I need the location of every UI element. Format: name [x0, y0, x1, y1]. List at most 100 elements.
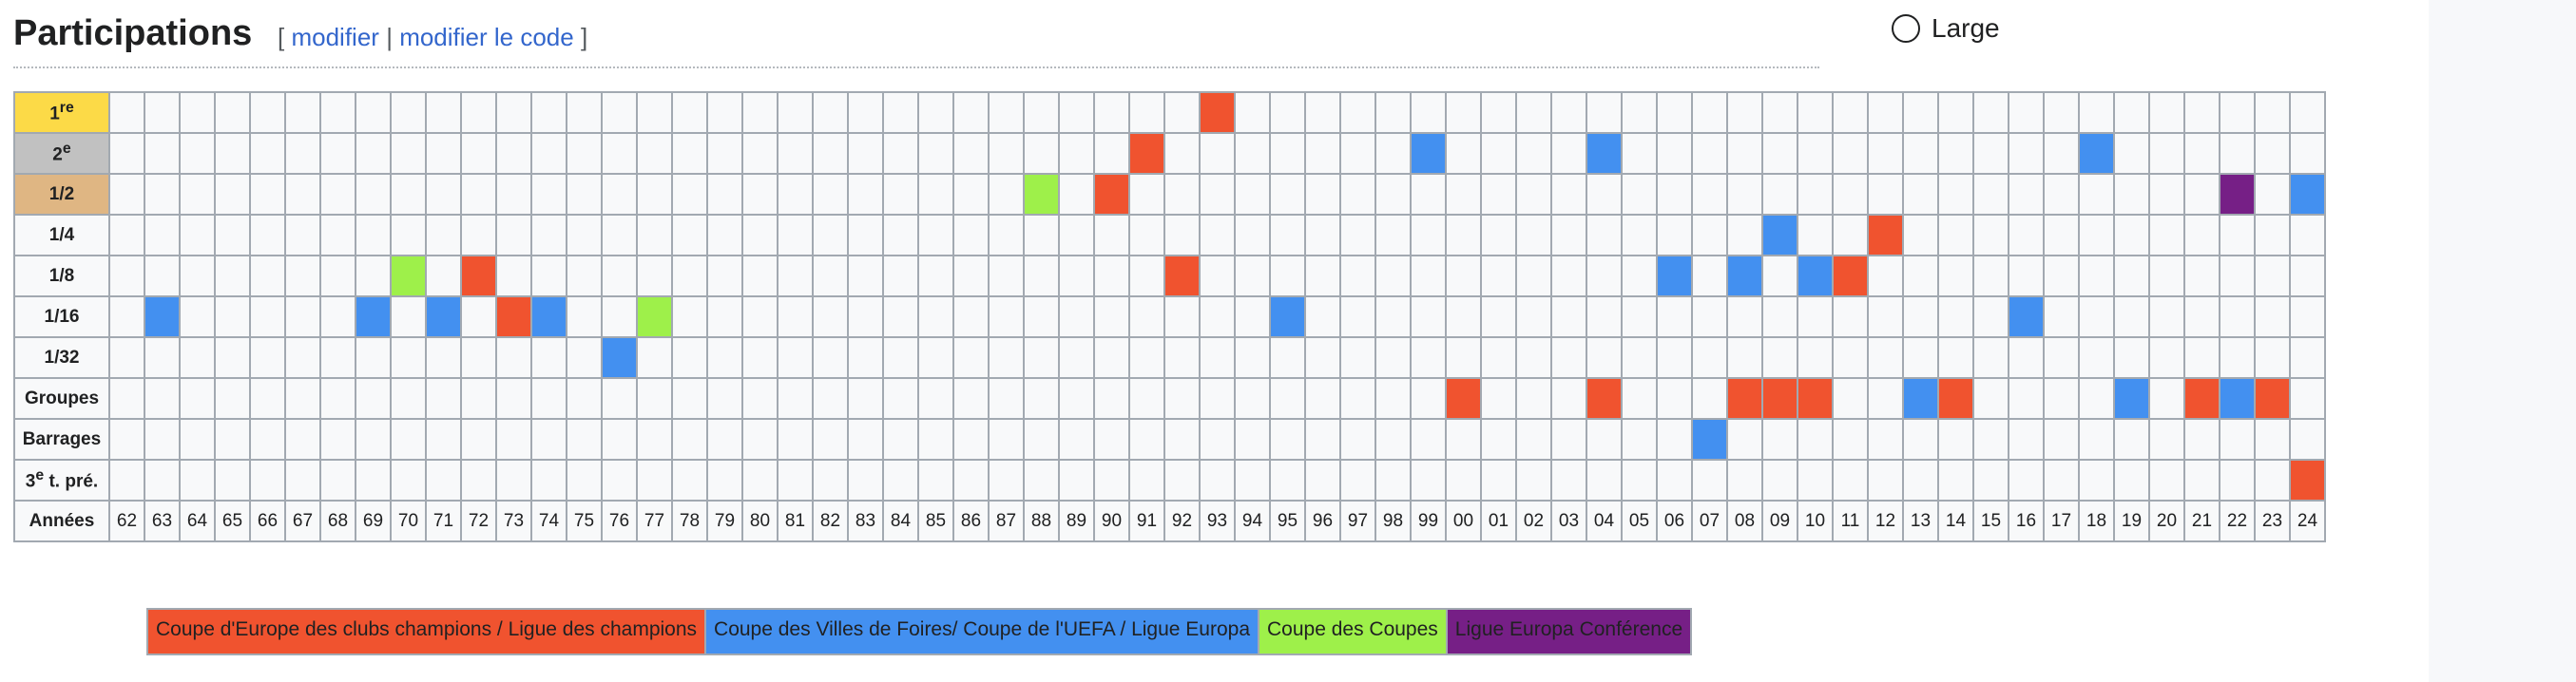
round-label-sup: e	[35, 467, 45, 484]
grid-cell	[2078, 459, 2115, 502]
grid-cell	[425, 132, 462, 175]
grid-cell	[1339, 418, 1376, 461]
grid-cell	[952, 336, 990, 379]
grid-cell	[1093, 255, 1130, 297]
grid-cell	[1375, 295, 1412, 338]
grid-cell	[214, 418, 251, 461]
grid-cell	[1761, 132, 1798, 175]
grid-cell	[1797, 295, 1834, 338]
grid-cell	[1621, 459, 1658, 502]
grid-cell	[741, 459, 779, 502]
large-toggle[interactable]: Large	[1892, 13, 2000, 44]
grid-cell	[1234, 336, 1271, 379]
grid-cell	[425, 173, 462, 216]
grid-cell	[495, 214, 532, 256]
grid-cell	[249, 173, 286, 216]
grid-cell	[144, 418, 181, 461]
grid-cell	[847, 132, 884, 175]
participation-cell-uefa	[2008, 295, 2045, 338]
large-radio-button[interactable]	[1892, 14, 1920, 43]
grid-cell	[1937, 459, 1974, 502]
year-cell: 09	[1761, 500, 1798, 542]
grid-cell	[1937, 173, 1974, 216]
year-cell: 03	[1550, 500, 1587, 542]
grid-cell	[777, 91, 814, 134]
grid-cell	[460, 173, 497, 216]
grid-cell	[390, 173, 427, 216]
year-cell: 72	[460, 500, 497, 542]
year-cell: 11	[1832, 500, 1869, 542]
round-label-text: Barrages	[22, 428, 102, 449]
grid-cell	[1375, 255, 1412, 297]
grid-cell	[1304, 214, 1341, 256]
grid-cell	[179, 173, 216, 216]
grid-cell	[2148, 132, 2185, 175]
grid-cell	[1199, 336, 1236, 379]
bracket-close: ]	[580, 23, 588, 51]
round-label-q3: 3e t. pré.	[13, 459, 110, 502]
edit-code-link[interactable]: modifier le code	[399, 23, 574, 51]
grid-cell	[1656, 459, 1693, 502]
participation-cell-uefa	[1726, 255, 1763, 297]
grid-cell	[1480, 418, 1517, 461]
grid-cell	[530, 255, 567, 297]
edit-link[interactable]: modifier	[291, 23, 379, 51]
round-label-qf: 1/4	[13, 214, 110, 256]
grid-cell	[952, 295, 990, 338]
grid-cell	[1163, 173, 1201, 216]
table-row: 1/8	[13, 255, 2326, 297]
grid-cell	[812, 418, 849, 461]
grid-cell	[988, 173, 1025, 216]
grid-cell	[108, 173, 145, 216]
grid-cell	[319, 459, 356, 502]
grid-cell	[1128, 377, 1165, 420]
year-cell: 23	[2254, 500, 2291, 542]
year-cell: 12	[1867, 500, 1904, 542]
grid-cell	[1269, 377, 1306, 420]
participation-cell-uefa	[1761, 214, 1798, 256]
year-cell: 78	[671, 500, 708, 542]
round-label-sup: e	[62, 141, 71, 158]
participation-cell-ldc	[1163, 255, 1201, 297]
participation-cell-uefa	[2078, 132, 2115, 175]
grid-cell	[601, 214, 638, 256]
grid-cell	[1902, 173, 1939, 216]
grid-cell	[988, 459, 1025, 502]
grid-cell	[1163, 295, 1201, 338]
round-label-text: 1/2	[48, 183, 75, 204]
grid-cell	[1023, 132, 1060, 175]
grid-cell	[319, 255, 356, 297]
grid-cell	[1902, 418, 1939, 461]
grid-cell	[1586, 91, 1623, 134]
grid-cell	[1691, 255, 1728, 297]
grid-cell	[390, 418, 427, 461]
grid-cell	[1972, 91, 2009, 134]
participation-cell-ldc	[1445, 377, 1482, 420]
grid-cell	[882, 132, 919, 175]
grid-cell	[249, 132, 286, 175]
grid-cell	[847, 418, 884, 461]
grid-cell	[2289, 255, 2326, 297]
grid-cell	[777, 173, 814, 216]
grid-cell	[1410, 295, 1447, 338]
grid-cell	[144, 459, 181, 502]
year-cell: 98	[1375, 500, 1412, 542]
year-cell: 15	[1972, 500, 2009, 542]
grid-cell	[741, 173, 779, 216]
grid-cell	[812, 459, 849, 502]
grid-cell	[1761, 255, 1798, 297]
grid-cell	[1234, 418, 1271, 461]
grid-cell	[495, 459, 532, 502]
grid-cell	[1867, 295, 1904, 338]
grid-cell	[1797, 336, 1834, 379]
year-cell: 73	[495, 500, 532, 542]
grid-cell	[2183, 214, 2220, 256]
grid-cell	[1832, 214, 1869, 256]
grid-cell	[1480, 132, 1517, 175]
grid-cell	[1972, 336, 2009, 379]
grid-cell	[671, 91, 708, 134]
grid-cell	[917, 173, 954, 216]
grid-cell	[636, 255, 673, 297]
grid-cell	[566, 377, 603, 420]
participation-cell-uefa	[2289, 173, 2326, 216]
